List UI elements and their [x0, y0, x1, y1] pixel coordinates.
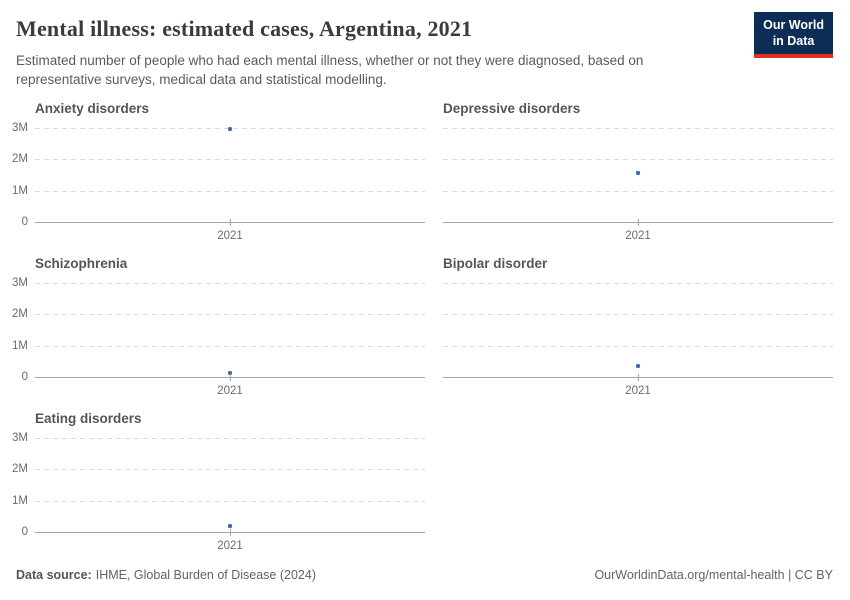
y-axis-tick-label: 3M — [12, 277, 28, 289]
gridline-2m — [443, 159, 833, 161]
gridline-1m — [443, 190, 833, 192]
gridline-1m — [35, 190, 425, 192]
data-point[interactable] — [228, 126, 232, 131]
y-axis-tick-label: 0 — [21, 371, 28, 383]
y-axis-tick-label: 0 — [21, 526, 28, 538]
data-point[interactable] — [636, 171, 640, 176]
y-axis-tick-label: 1M — [12, 339, 28, 352]
x-axis-tick-label: 2021 — [217, 540, 243, 552]
y-axis-tick-label: 3M — [12, 432, 28, 444]
y-axis-tick-label: 0 — [21, 216, 28, 228]
facet-eating-disorders: Eating disorders 3M 2M 1M 0 2021 — [12, 411, 425, 552]
owid-logo[interactable]: Our World in Data — [754, 12, 833, 59]
y-axis-tick-label: 3M — [12, 122, 28, 134]
x-axis-tick — [638, 374, 639, 381]
plot-area: 3M 2M 1M 0 — [12, 432, 425, 538]
y-axis-tick-label: 2M — [12, 308, 28, 321]
facet-title: Bipolar disorder — [443, 256, 548, 271]
x-axis-tick — [230, 529, 231, 536]
x-axis-tick — [638, 219, 639, 226]
gridline-1m — [443, 345, 833, 347]
data-point[interactable] — [228, 370, 232, 375]
x-axis-tick-label: 2021 — [625, 385, 651, 397]
gridline-3m — [443, 128, 833, 129]
facet-title: Depressive disorders — [443, 101, 581, 116]
footer-link[interactable]: OurWorldinData.org/mental-health | CC BY — [594, 568, 833, 582]
facet-schizophrenia: Schizophrenia 3M 2M 1M 0 2021 — [12, 256, 425, 397]
y-axis-tick-label: 1M — [12, 494, 28, 507]
gridline-3m — [35, 438, 425, 439]
y-axis-tick-label: 1M — [12, 184, 28, 197]
facet-depressive-disorders: Depressive disorders 2021 — [443, 101, 833, 242]
y-axis-tick-label: 2M — [12, 153, 28, 166]
gridline-2m — [35, 469, 425, 471]
facet-title: Eating disorders — [35, 411, 142, 426]
plot-area — [443, 128, 833, 226]
x-axis-tick-label: 2021 — [217, 230, 243, 242]
gridline-1m — [35, 500, 425, 502]
facet-bipolar-disorder: Bipolar disorder 2021 — [443, 256, 833, 397]
owid-logo-line2: in Data — [772, 33, 815, 48]
x-axis-tick — [230, 219, 231, 226]
x-axis-tick-label: 2021 — [217, 385, 243, 397]
data-source-text: IHME, Global Burden of Disease (2024) — [95, 568, 316, 582]
plot-area: 3M 2M 1M 0 — [12, 277, 425, 383]
facet-title: Anxiety disorders — [35, 101, 150, 116]
page-title: Mental illness: estimated cases, Argenti… — [16, 16, 473, 41]
gridline-3m — [443, 283, 833, 284]
gridline-1m — [35, 345, 425, 347]
gridline-2m — [443, 314, 833, 316]
chart-footer: Data source: IHME, Global Burden of Disea… — [16, 568, 833, 582]
facet-anxiety-disorders: Anxiety disorders 3M 2M 1M 0 2021 — [12, 101, 425, 242]
facet-title: Schizophrenia — [35, 256, 128, 271]
x-axis-tick-label: 2021 — [625, 230, 651, 242]
y-axis-tick-label: 2M — [12, 463, 28, 476]
gridline-2m — [35, 159, 425, 161]
plot-area — [443, 283, 833, 381]
plot-area: 3M 2M 1M 0 — [12, 122, 425, 228]
data-point[interactable] — [636, 364, 640, 369]
owid-logo-line1: Our World — [763, 18, 824, 32]
data-point[interactable] — [228, 524, 232, 529]
x-axis-tick — [230, 374, 231, 381]
data-source-label: Data source: — [16, 568, 92, 582]
gridline-3m — [35, 283, 425, 284]
gridline-2m — [35, 314, 425, 316]
data-source: Data source: IHME, Global Burden of Disea… — [16, 568, 316, 582]
chart-subtitle: Estimated number of people who had each … — [16, 53, 644, 87]
